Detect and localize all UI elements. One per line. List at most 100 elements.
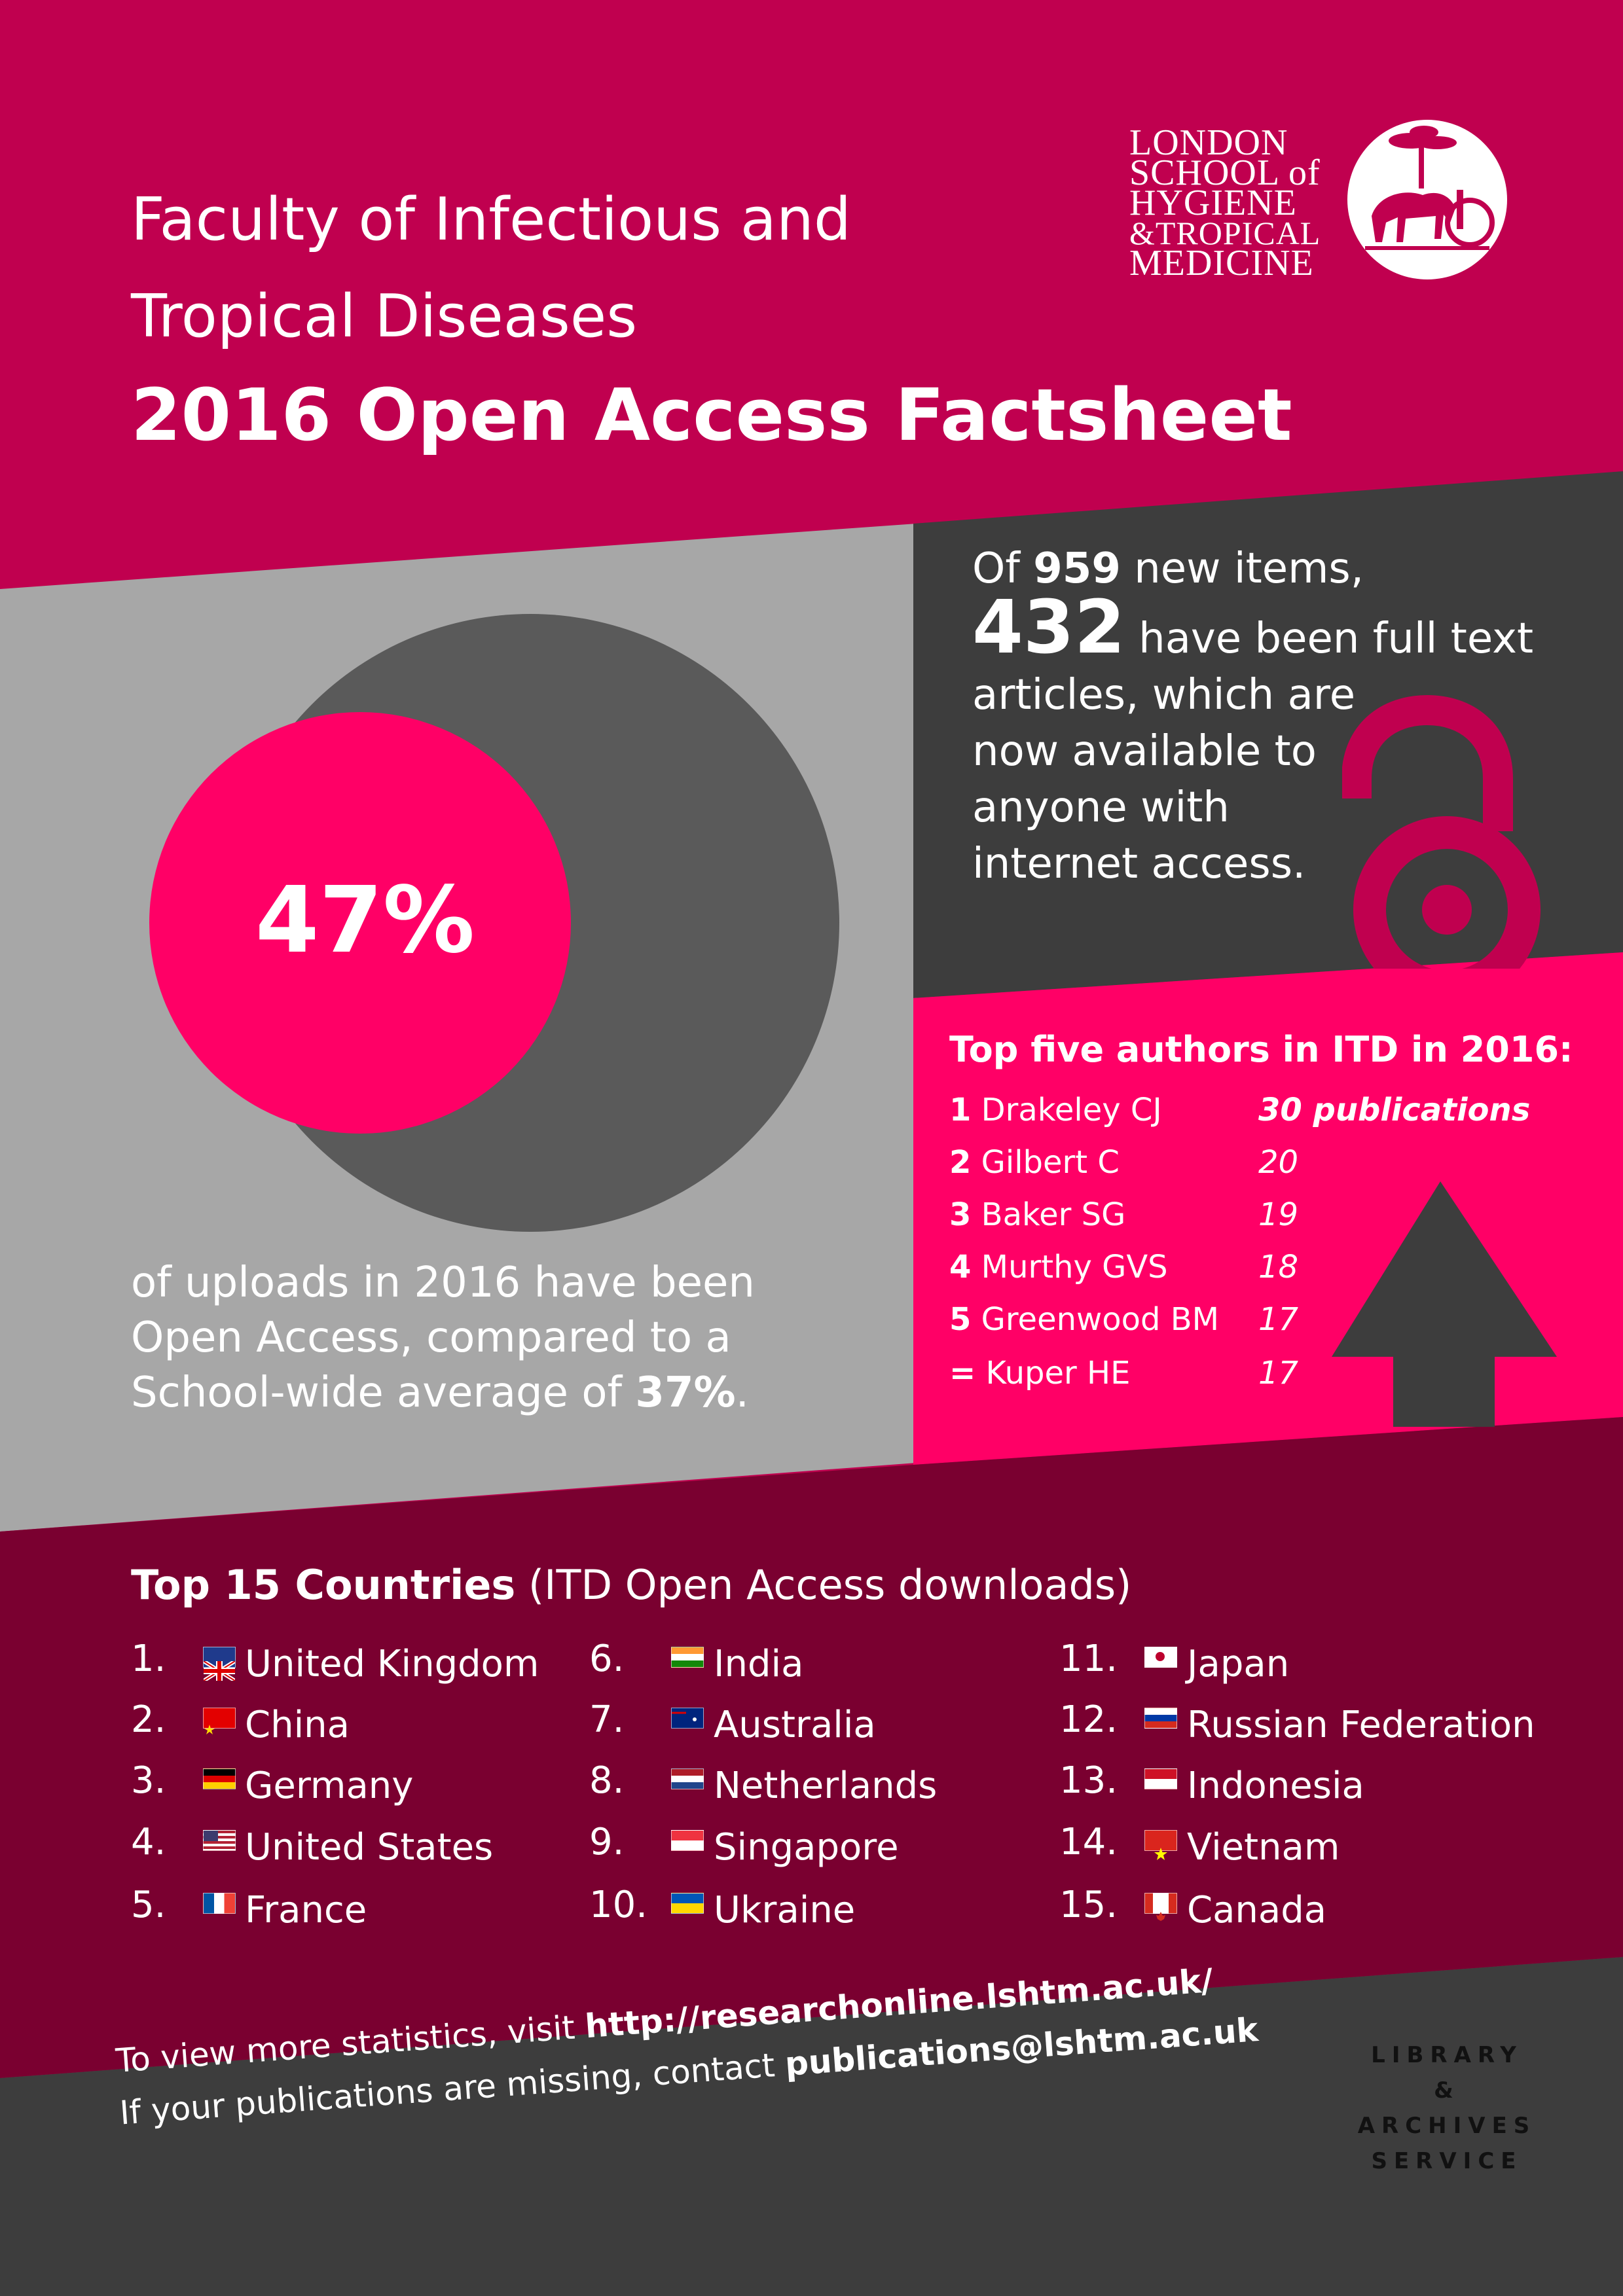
logo-line: MEDICINE xyxy=(1129,243,1314,283)
country-rank: 14. xyxy=(1059,1821,1118,1863)
author-name: 5 Greenwood BM xyxy=(949,1301,1219,1338)
uk-flag-icon xyxy=(202,1647,236,1683)
country-rank: 3. xyxy=(131,1759,166,1802)
author-row: 2 Gilbert C 20 xyxy=(949,1144,1571,1196)
donut-inner xyxy=(149,712,571,1134)
faculty-title-line2: Tropical Diseases xyxy=(131,282,638,351)
author-name: = Kuper HE xyxy=(949,1355,1130,1391)
open-access-lock-icon xyxy=(1342,694,1541,969)
caption-line: of uploads in 2016 have been xyxy=(131,1259,755,1307)
author-count: 17 xyxy=(1258,1301,1299,1338)
author-rank: 4 xyxy=(949,1249,972,1285)
items-text: Of xyxy=(972,545,1034,593)
author-row: 1 Drakeley CJ 30 publications xyxy=(949,1092,1571,1144)
author-count: 17 xyxy=(1258,1355,1299,1391)
items-text: new items, xyxy=(1120,545,1364,593)
country-rank: 9. xyxy=(589,1821,625,1863)
countries-title-rest: (ITD Open Access downloads) xyxy=(515,1561,1132,1609)
author-count: 18 xyxy=(1258,1249,1299,1285)
country-rank: 13. xyxy=(1059,1759,1118,1802)
country-name: Germany xyxy=(245,1765,414,1807)
china-flag-icon xyxy=(203,1708,236,1734)
caption-line: School-wide average of 37%. xyxy=(131,1365,884,1420)
country-rank: 11. xyxy=(1059,1638,1118,1680)
page-title: 2016 Open Access Factsheet xyxy=(131,373,1292,457)
country-rank: 2. xyxy=(131,1698,166,1741)
country-rank: 6. xyxy=(589,1638,625,1680)
logo-line: SCHOOL of xyxy=(1129,152,1321,193)
author-name-text: Kuper HE xyxy=(985,1355,1131,1391)
items-line-2: 432 have been full text xyxy=(972,591,1561,667)
france-flag-icon xyxy=(203,1893,236,1914)
author-rank: 5 xyxy=(949,1301,972,1338)
countries-title-bold: Top 15 Countries xyxy=(131,1561,516,1609)
country-name: India xyxy=(714,1643,804,1685)
country-rank: 7. xyxy=(589,1698,625,1741)
netherlands-flag-icon xyxy=(671,1768,704,1789)
up-arrow-icon xyxy=(1332,1181,1557,1427)
items-line: articles, which are xyxy=(972,671,1356,719)
service-line: SERVICE xyxy=(1371,2148,1523,2174)
country-rank: 12. xyxy=(1059,1698,1118,1741)
country-rank: 10. xyxy=(589,1884,648,1926)
author-rank: = xyxy=(949,1355,976,1391)
service-line: LIBRARY xyxy=(1371,2042,1523,2068)
country-rank: 1. xyxy=(131,1638,166,1680)
library-archives-service-logo: LIBRARY & ARCHIVES SERVICE xyxy=(1349,2037,1545,2179)
full-text-count: 432 xyxy=(972,585,1125,670)
country-name: Australia xyxy=(714,1704,876,1746)
author-name-text: Baker SG xyxy=(981,1196,1126,1233)
singapore-flag-icon xyxy=(671,1830,704,1851)
service-line: ARCHIVES xyxy=(1357,2113,1537,2139)
country-name: Russian Federation xyxy=(1187,1704,1535,1746)
author-name: 3 Baker SG xyxy=(949,1196,1125,1233)
indonesia-flag-icon xyxy=(1144,1768,1177,1789)
country-rank: 8. xyxy=(589,1759,625,1802)
author-name-text: Drakeley CJ xyxy=(981,1092,1162,1128)
author-count: 20 xyxy=(1258,1144,1299,1181)
lshtm-logo-text: LONDON SCHOOL of HYGIENE &TROPICAL MEDIC… xyxy=(1129,122,1326,283)
country-rank: 15. xyxy=(1059,1884,1118,1926)
author-count: 19 xyxy=(1258,1196,1299,1233)
canada-flag-icon xyxy=(1144,1893,1177,1921)
items-statement: Of 959 new items, 432 have been full tex… xyxy=(972,541,1561,892)
author-name: 4 Murthy GVS xyxy=(949,1249,1168,1285)
country-rank: 4. xyxy=(131,1821,166,1863)
author-row: 4 Murthy GVS 18 xyxy=(949,1249,1571,1301)
items-text: have been full text xyxy=(1125,615,1534,663)
ukraine-flag-icon xyxy=(671,1893,704,1914)
lshtm-crest-icon xyxy=(1347,120,1507,279)
country-name: Vietnam xyxy=(1187,1826,1340,1869)
country-name: China xyxy=(245,1704,350,1746)
open-access-percent: 47% xyxy=(255,867,475,974)
country-name: Singapore xyxy=(714,1826,899,1869)
country-name: United States xyxy=(245,1826,494,1869)
school-average: 37% xyxy=(635,1369,736,1417)
author-rank: 2 xyxy=(949,1144,972,1181)
author-rank: 1 xyxy=(949,1092,972,1128)
service-line: & xyxy=(1434,2077,1460,2104)
author-count: 30 publications xyxy=(1258,1092,1531,1128)
author-name-text: Murthy GVS xyxy=(981,1249,1168,1285)
authors-title: Top five authors in ITD in 2016: xyxy=(949,1029,1573,1070)
vietnam-flag-icon xyxy=(1144,1830,1177,1860)
country-name: United Kingdom xyxy=(245,1643,539,1685)
author-name: 2 Gilbert C xyxy=(949,1144,1120,1181)
country-name: Japan xyxy=(1187,1643,1290,1685)
items-line: now available to xyxy=(972,727,1317,776)
russia-flag-icon xyxy=(1144,1708,1177,1729)
caption-text: . xyxy=(735,1369,749,1417)
author-row: 3 Baker SG 19 xyxy=(949,1196,1571,1249)
germany-flag-icon xyxy=(203,1768,236,1789)
country-rank: 5. xyxy=(131,1884,166,1926)
japan-flag-icon xyxy=(1144,1647,1177,1668)
author-name-text: Gilbert C xyxy=(981,1144,1120,1181)
country-name: Canada xyxy=(1187,1889,1327,1931)
country-name: Ukraine xyxy=(714,1889,856,1931)
india-flag-icon xyxy=(671,1647,704,1668)
countries-title: Top 15 Countries (ITD Open Access downlo… xyxy=(131,1561,1131,1609)
author-name: 1 Drakeley CJ xyxy=(949,1092,1162,1128)
logo-line: LONDON xyxy=(1129,122,1288,163)
caption-text: School-wide average of xyxy=(131,1369,636,1417)
